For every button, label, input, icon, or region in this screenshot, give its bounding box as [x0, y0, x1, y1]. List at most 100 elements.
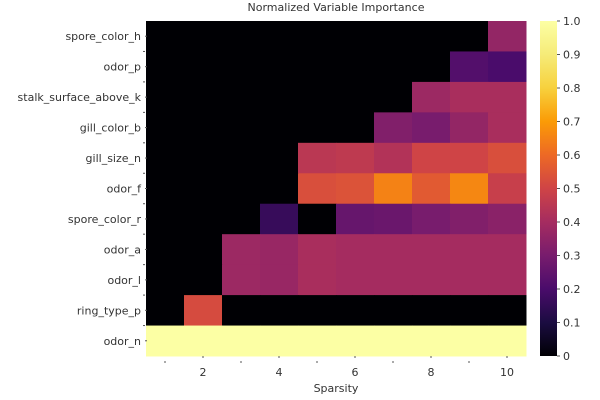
heatmap-cell [184, 234, 223, 266]
heatmap-cell [336, 325, 375, 357]
heatmap-cell [374, 51, 413, 83]
heatmap-cell [412, 325, 451, 357]
heatmap-cell [184, 203, 223, 235]
heatmap-cell [336, 142, 375, 174]
heatmap-cell [184, 81, 223, 113]
heatmap-cell [260, 173, 299, 205]
colorbar-tick-label: 0.9 [563, 49, 581, 62]
heatmap-cell [336, 81, 375, 113]
heatmap-cell [222, 81, 261, 113]
y-tick-labels: spore_color_h odor_p stalk_surface_above_k… [18, 30, 147, 348]
heatmap-cell [336, 295, 375, 327]
y-tick-label: odor_p [104, 61, 141, 74]
y-tick-label: spore_color_h [65, 30, 141, 43]
colorbar-tick-label: 0.5 [563, 183, 581, 196]
heatmap-cell [488, 21, 527, 52]
heatmap-cell [450, 81, 489, 113]
heatmap-cell [450, 264, 489, 296]
y-tick-label: ring_type_p [77, 304, 141, 317]
heatmap-cell [450, 295, 489, 327]
heatmap-cell [298, 295, 337, 327]
heatmap-cell [222, 142, 261, 174]
heatmap-cell [298, 21, 337, 52]
heatmap-cell [336, 173, 375, 205]
heatmap-cell [412, 81, 451, 113]
heatmap-cell [450, 112, 489, 144]
heatmap-cell [450, 234, 489, 266]
heatmap-cell [222, 112, 261, 144]
heatmap-cell [260, 142, 299, 174]
heatmap-cell [260, 112, 299, 144]
heatmap-cell [184, 51, 223, 83]
heatmap-cell [488, 51, 527, 83]
heatmap-cell [260, 234, 299, 266]
heatmap-cell [298, 173, 337, 205]
heatmap-cell [146, 203, 185, 235]
heatmap-cell [412, 264, 451, 296]
heatmap-cell [184, 173, 223, 205]
heatmap-cell [374, 112, 413, 144]
heatmap-cell [336, 51, 375, 83]
heatmap-cell [336, 203, 375, 235]
heatmap-cell [184, 21, 223, 52]
y-tick-label: odor_a [104, 243, 141, 256]
heatmap-cell [222, 234, 261, 266]
heatmap-cell [184, 142, 223, 174]
heatmap-cell [488, 264, 527, 296]
x-axis-label: Sparsity [314, 382, 359, 395]
heatmap-cell [146, 112, 185, 144]
heatmap-cell [298, 325, 337, 357]
heatmap-cell [412, 142, 451, 174]
heatmap-cell [412, 234, 451, 266]
y-tick-label: odor_f [107, 183, 142, 196]
heatmap-cell [488, 142, 527, 174]
heatmap-cell [374, 21, 413, 52]
heatmap-cell [146, 295, 185, 327]
heatmap-cell [298, 112, 337, 144]
heatmap-cell [260, 21, 299, 52]
heatmap-cell [450, 142, 489, 174]
heatmap-cell [412, 295, 451, 327]
heatmap-cells [146, 21, 527, 357]
heatmap-cell [412, 173, 451, 205]
heatmap-cell [374, 142, 413, 174]
heatmap-cell [412, 51, 451, 83]
y-tick-label: odor_n [104, 335, 141, 348]
heatmap-cell [488, 234, 527, 266]
heatmap-cell [146, 142, 185, 174]
heatmap-cell [260, 51, 299, 83]
heatmap-cell [374, 325, 413, 357]
heatmap-cell [336, 234, 375, 266]
heatmap-cell [222, 203, 261, 235]
colorbar-tick-label: 0.7 [563, 116, 581, 129]
heatmap-cell [488, 203, 527, 235]
heatmap-cell [412, 112, 451, 144]
heatmap-cell [184, 264, 223, 296]
heatmap-cell [146, 173, 185, 205]
heatmap-cell [260, 203, 299, 235]
heatmap-cell [298, 203, 337, 235]
heatmap-cell [336, 264, 375, 296]
colorbar-tick-label: 0.1 [563, 317, 581, 330]
colorbar-tick-label: 0.2 [563, 283, 581, 296]
colorbar-tick-label: 0.6 [563, 149, 581, 162]
heatmap-cell [184, 295, 223, 327]
x-tick-label: 4 [276, 366, 283, 379]
heatmap-cell [450, 51, 489, 83]
heatmap-cell [336, 21, 375, 52]
heatmap-cell [222, 295, 261, 327]
heatmap-cell [146, 51, 185, 83]
heatmap-cell [298, 264, 337, 296]
heatmap-cell [260, 81, 299, 113]
heatmap-cell [374, 173, 413, 205]
colorbar-tick-label: 1.0 [563, 15, 581, 28]
heatmap-cell [260, 264, 299, 296]
heatmap-cell [374, 203, 413, 235]
x-tick-label: 2 [200, 366, 207, 379]
colorbar-tick-labels: 0 0.1 0.2 0.3 0.4 0.5 0.6 0.7 0.8 0.9 1.0 [557, 15, 581, 363]
colorbar-tick-label: 0 [563, 350, 570, 363]
heatmap-cell [450, 203, 489, 235]
y-tick-label: spore_color_r [68, 213, 142, 226]
heatmap-cell [146, 234, 185, 266]
